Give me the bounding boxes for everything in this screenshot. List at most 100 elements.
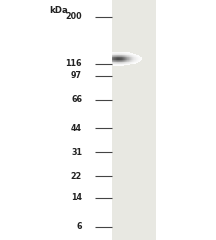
Bar xyxy=(115,58,116,59)
Bar xyxy=(119,60,120,61)
Bar xyxy=(138,55,139,56)
Bar xyxy=(139,58,140,59)
Bar xyxy=(124,63,125,64)
Bar xyxy=(133,62,134,63)
Bar xyxy=(117,60,118,61)
Bar xyxy=(139,56,140,57)
Bar xyxy=(119,53,120,54)
Bar xyxy=(123,65,124,66)
Bar xyxy=(112,58,113,59)
Bar xyxy=(112,64,113,65)
Bar xyxy=(134,58,135,59)
Bar xyxy=(113,53,114,54)
Bar xyxy=(123,56,124,57)
Bar xyxy=(134,60,135,61)
Bar xyxy=(134,55,135,56)
Bar xyxy=(131,58,132,59)
Bar xyxy=(124,54,125,55)
Bar xyxy=(120,62,121,63)
Bar xyxy=(126,62,127,63)
Bar xyxy=(121,52,122,53)
Bar xyxy=(112,57,113,58)
Bar xyxy=(120,52,121,53)
Bar xyxy=(120,54,121,55)
Bar xyxy=(116,57,117,58)
Bar xyxy=(132,59,133,60)
Bar xyxy=(115,57,116,58)
Bar xyxy=(117,54,118,55)
Bar xyxy=(131,57,132,58)
Bar xyxy=(120,57,121,58)
Bar xyxy=(116,60,117,61)
Bar xyxy=(112,56,113,57)
Bar xyxy=(136,60,137,61)
Bar xyxy=(112,60,113,61)
Bar xyxy=(131,63,132,64)
Bar xyxy=(123,62,124,63)
Bar xyxy=(122,65,123,66)
Bar xyxy=(135,60,136,61)
Bar xyxy=(121,63,122,64)
Text: 200: 200 xyxy=(65,12,82,21)
Bar xyxy=(121,60,122,61)
Bar xyxy=(118,64,119,65)
Bar xyxy=(122,63,123,64)
Bar xyxy=(134,54,135,55)
Bar xyxy=(114,56,115,57)
Bar xyxy=(126,58,127,59)
Bar xyxy=(122,54,123,55)
Bar xyxy=(134,59,135,60)
Bar xyxy=(120,65,121,66)
Bar xyxy=(134,62,135,63)
Bar xyxy=(132,61,133,62)
Bar xyxy=(117,52,118,53)
Bar xyxy=(124,59,125,60)
Bar xyxy=(120,59,121,60)
Bar xyxy=(114,59,115,60)
Bar xyxy=(126,55,127,56)
Bar xyxy=(132,63,133,64)
Bar xyxy=(113,65,114,66)
Bar xyxy=(130,53,131,54)
Bar xyxy=(129,54,130,55)
Bar xyxy=(120,64,121,65)
Bar xyxy=(122,52,123,53)
Bar xyxy=(124,64,125,65)
Bar xyxy=(123,55,124,56)
Bar xyxy=(118,54,119,55)
Bar xyxy=(119,58,120,59)
Bar xyxy=(119,62,120,63)
Bar xyxy=(135,63,136,64)
Bar xyxy=(122,64,123,65)
Bar xyxy=(122,58,123,59)
Bar xyxy=(127,62,128,63)
Bar xyxy=(117,59,118,60)
Bar xyxy=(119,56,120,57)
Bar xyxy=(131,60,132,61)
Bar xyxy=(125,64,126,65)
Bar xyxy=(114,61,115,62)
Bar xyxy=(127,63,128,64)
Bar xyxy=(112,62,113,63)
Bar xyxy=(123,54,124,55)
Bar xyxy=(133,61,134,62)
Bar xyxy=(113,54,114,55)
Bar xyxy=(115,56,116,57)
Bar xyxy=(127,55,128,56)
Bar xyxy=(121,55,122,56)
Text: 116: 116 xyxy=(66,59,82,68)
Bar xyxy=(118,65,119,66)
Bar xyxy=(113,57,114,58)
Bar xyxy=(124,62,125,63)
Bar xyxy=(132,58,133,59)
Bar xyxy=(131,53,132,54)
Bar xyxy=(140,58,141,59)
Bar xyxy=(132,56,133,57)
Bar xyxy=(138,60,139,61)
Bar xyxy=(137,60,138,61)
Bar xyxy=(119,55,120,56)
Bar xyxy=(137,56,138,57)
Bar xyxy=(114,62,115,63)
Bar xyxy=(137,61,138,62)
Bar xyxy=(122,53,123,54)
